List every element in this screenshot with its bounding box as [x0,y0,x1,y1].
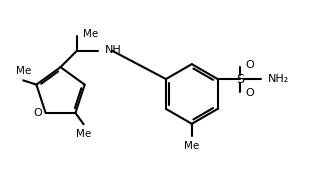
Text: O: O [245,60,254,70]
Text: Me: Me [83,29,98,39]
Text: O: O [245,88,254,98]
Text: NH₂: NH₂ [267,74,289,84]
Text: S: S [236,72,244,86]
Text: Me: Me [16,66,31,76]
Text: O: O [33,108,42,118]
Text: Me: Me [184,141,199,151]
Text: Me: Me [76,129,91,139]
Text: NH: NH [105,45,121,55]
